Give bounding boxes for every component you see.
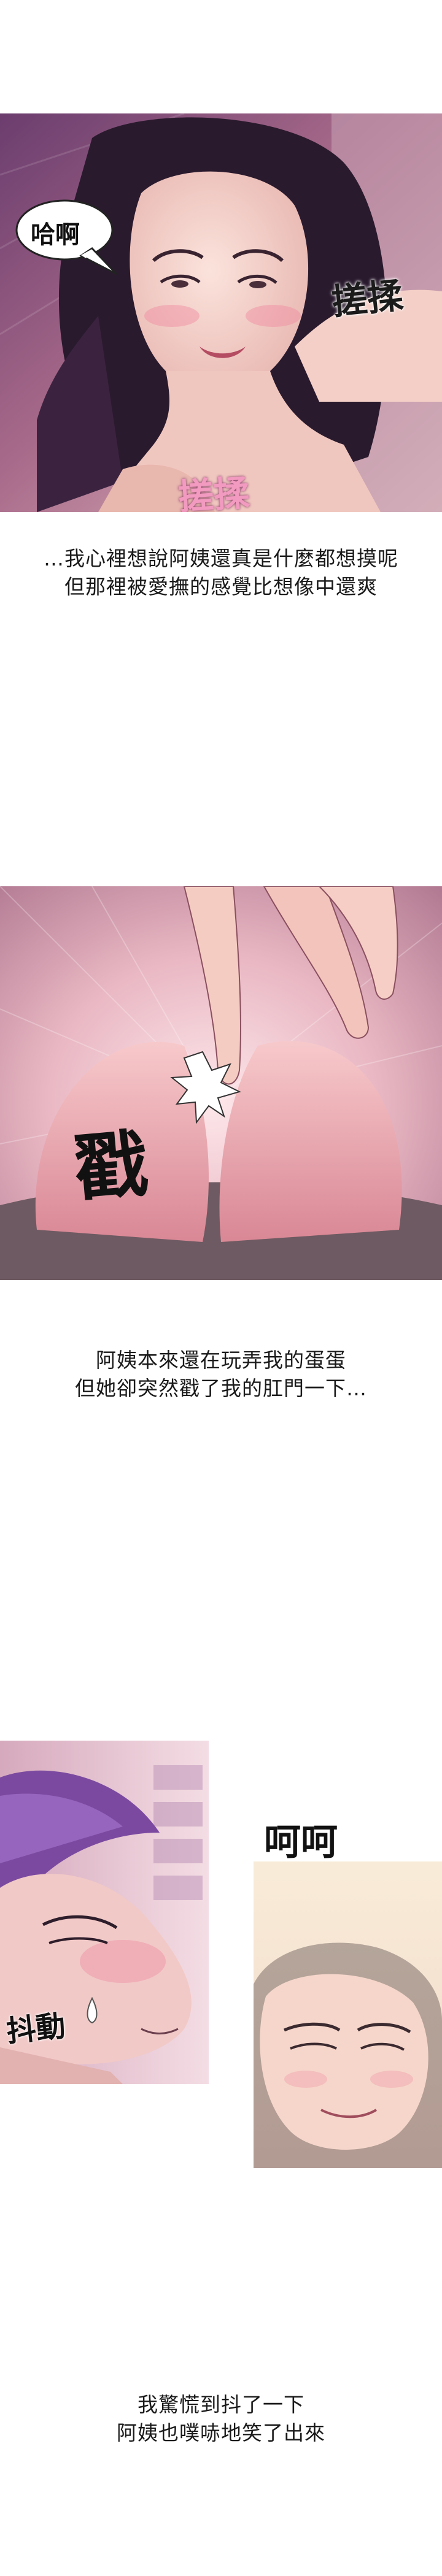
caption-1-line-2: 但那裡被愛撫的感覺比想像中還爽 [64, 575, 378, 599]
caption-2-line-2: 但她卻突然戳了我的肛門一下… [75, 1376, 367, 1400]
caption-3-line-2: 阿姨也噗哧地笑了出來 [117, 2421, 325, 2445]
panel-1-art [0, 113, 442, 512]
caption-3: 我驚慌到抖了一下 阿姨也噗哧地笑了出來 [0, 2391, 442, 2447]
panel-3-left: 抖動 [0, 1741, 209, 2084]
panel-3-right-art [254, 1861, 442, 2168]
caption-1: …我心裡想說阿姨還真是什麼都想摸呢 但那裡被愛撫的感覺比想像中還爽 [0, 545, 442, 601]
panel-2: 戳 [0, 886, 442, 1280]
panel-1: 哈啊 搓揉 搓揉 [0, 113, 442, 512]
chuckle-sfx: 呵呵 [264, 1821, 338, 1864]
twitch-sfx: 抖動 [4, 2009, 68, 2049]
caption-2-line-1: 阿姨本來還在玩弄我的蛋蛋 [96, 1348, 346, 1372]
caption-2: 阿姨本來還在玩弄我的蛋蛋 但她卻突然戳了我的肛門一下… [0, 1346, 442, 1403]
caption-3-line-1: 我驚慌到抖了一下 [138, 2393, 304, 2417]
panel-3-left-art [0, 1741, 209, 2084]
caption-1-line-1: …我心裡想說阿姨還真是什麼都想摸呢 [44, 546, 398, 570]
poke-sfx: 戳 [71, 1121, 152, 1213]
panel-3-right [254, 1861, 442, 2168]
rub-sfx-right: 搓揉 [330, 274, 405, 323]
panel-2-art [0, 886, 442, 1280]
moan-text: 哈啊 [31, 221, 80, 249]
rub-sfx-bottom: 搓揉 [177, 472, 251, 512]
